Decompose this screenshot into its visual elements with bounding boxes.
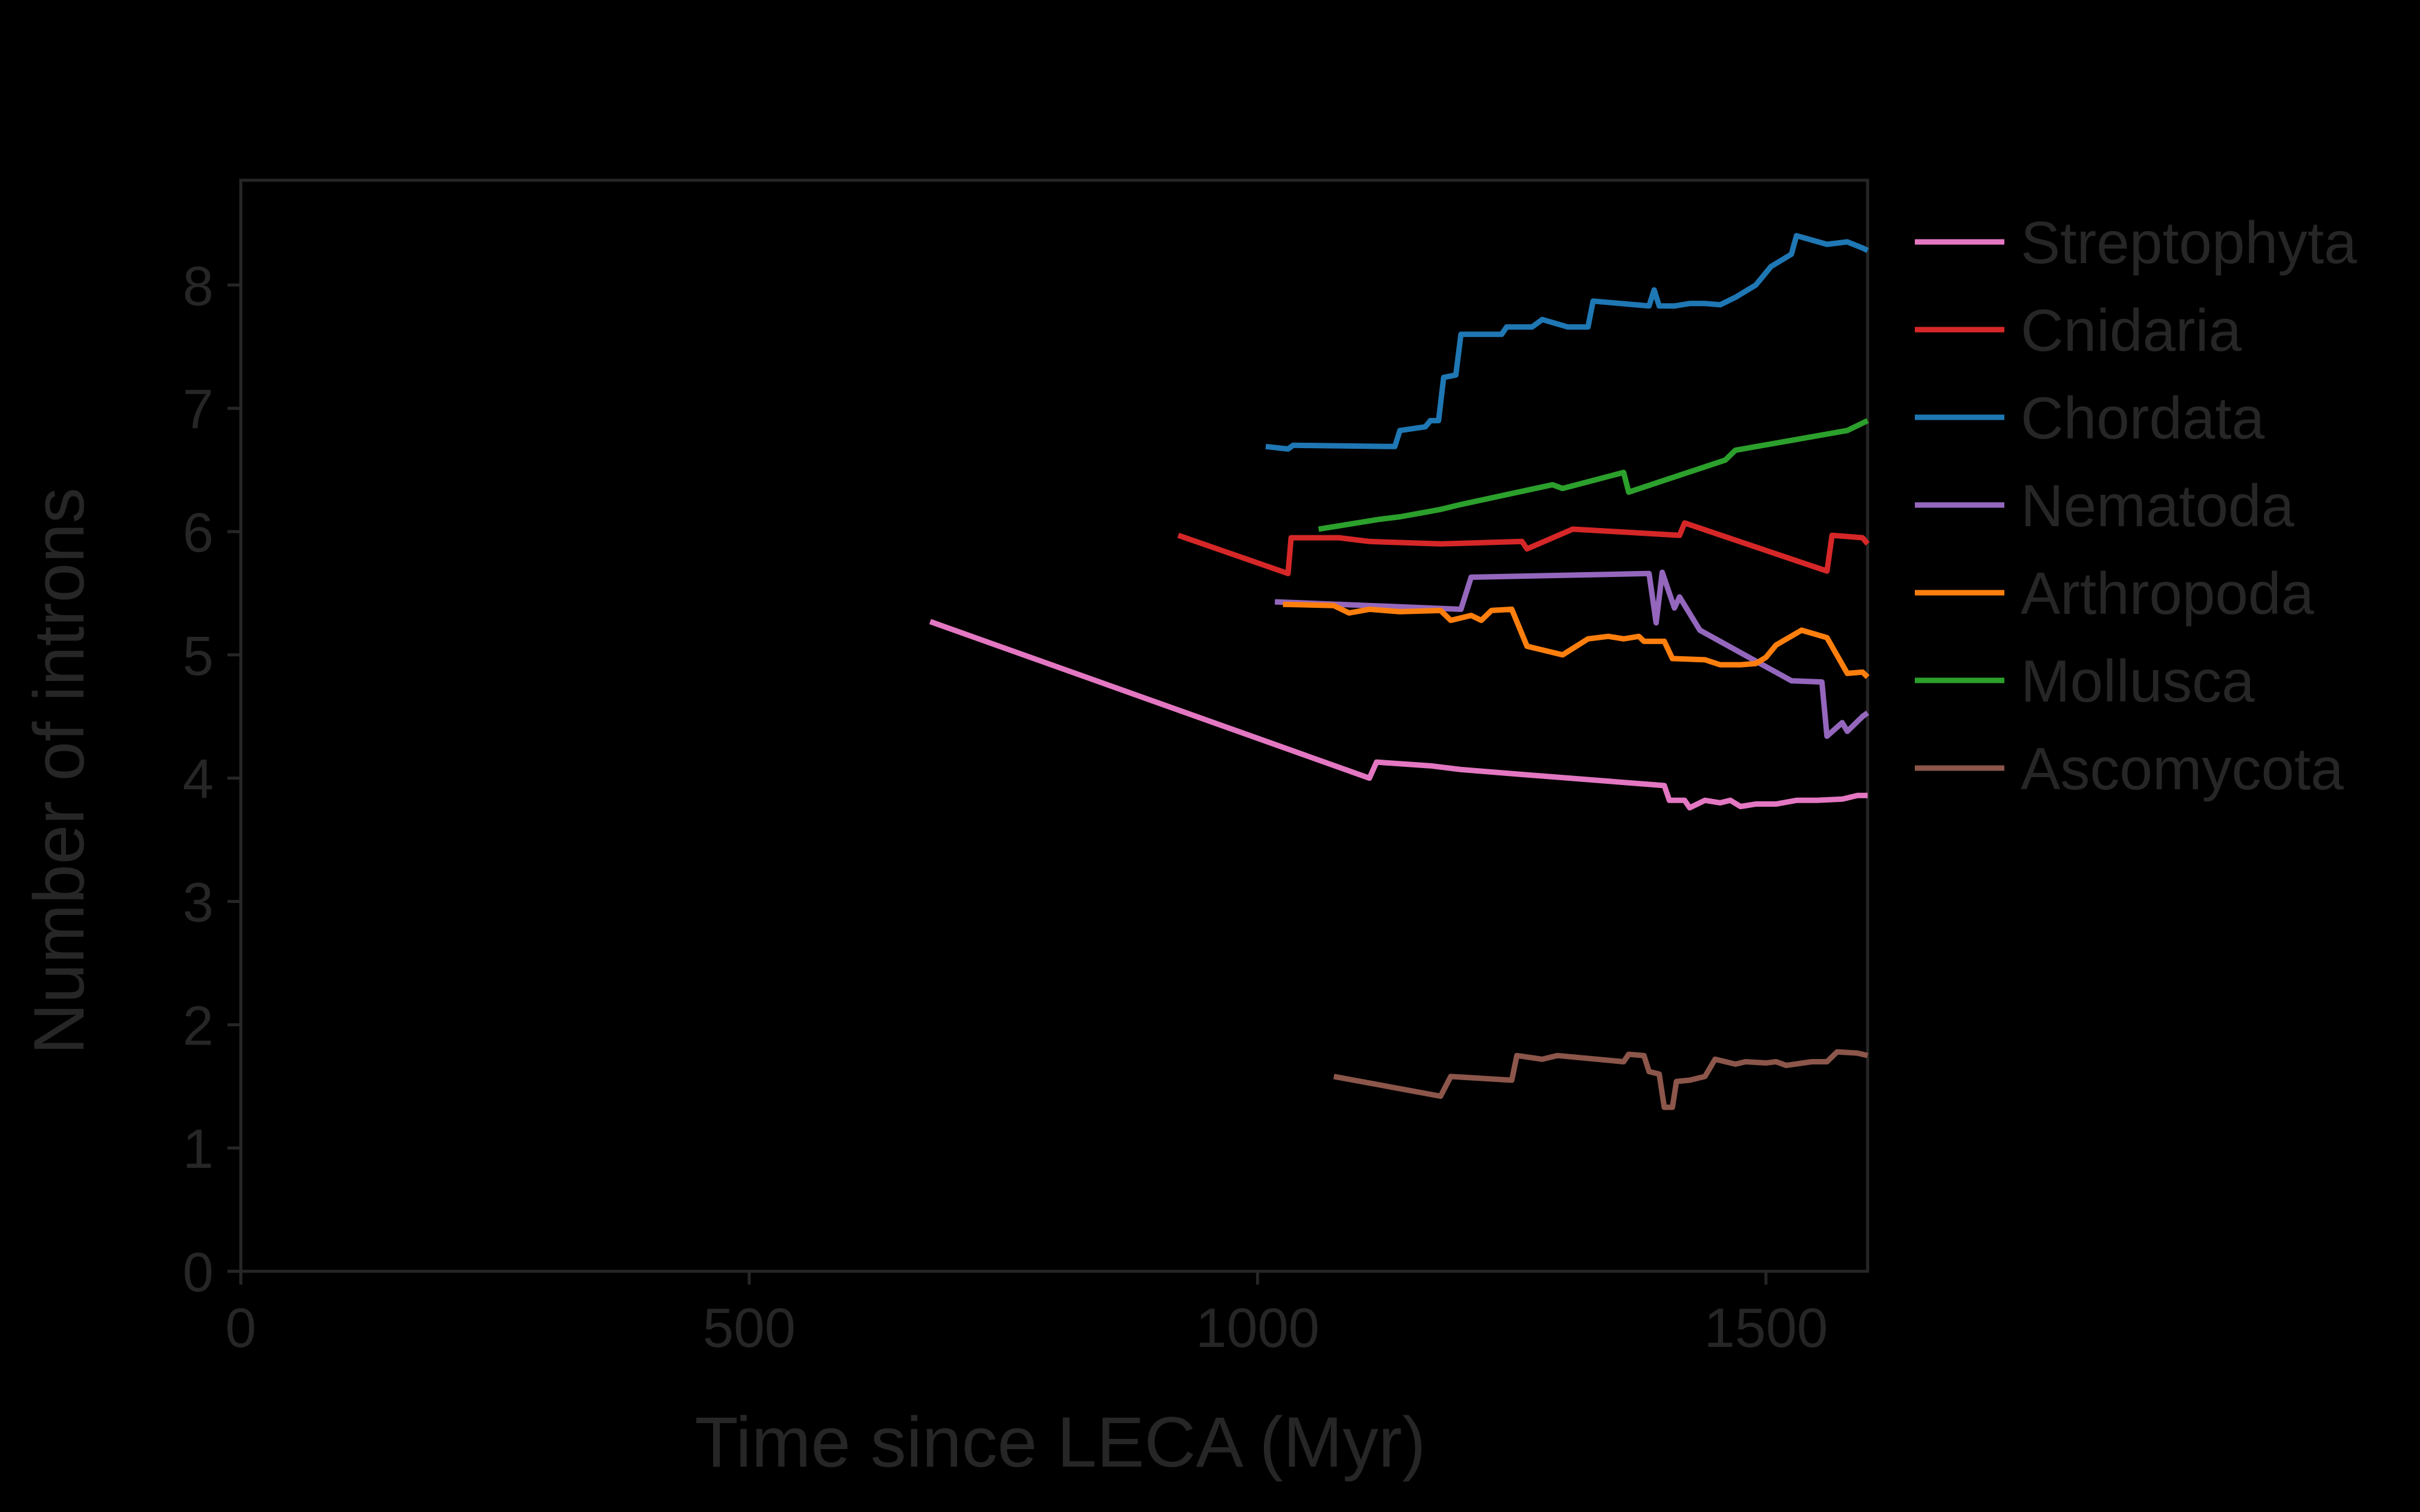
x-tick-label: 500 — [703, 1297, 796, 1359]
y-tick-label: 1 — [183, 1118, 214, 1180]
x-tick-label: 1000 — [1195, 1297, 1320, 1359]
y-axis-title: Number of introns — [19, 487, 99, 1055]
x-tick-label: 1500 — [1704, 1297, 1828, 1359]
y-tick-label: 4 — [183, 749, 214, 810]
legend-label-arthropoda: Arthropoda — [2021, 560, 2314, 627]
legend: Streptophyta Cnidaria Chordata Nematoda Arth… — [1915, 209, 2357, 802]
series-line-chordata — [1265, 233, 1869, 452]
plot-frame — [239, 178, 1869, 1273]
series-line-ascomycota — [1333, 1049, 1869, 1110]
series-line-nematoda — [1275, 569, 1869, 739]
y-tick-label: 6 — [183, 502, 214, 564]
series-layer — [929, 233, 1870, 1110]
legend-label-cnidaria: Cnidaria — [2021, 297, 2242, 363]
y-tick-label: 5 — [183, 625, 214, 687]
x-axis-title: Time since LECA (Myr) — [695, 1403, 1426, 1482]
y-axis: 0 1 2 3 4 5 6 7 8 — [183, 255, 241, 1303]
x-axis: 0 500 1000 1500 — [225, 1271, 1828, 1359]
y-tick-label: 3 — [183, 872, 214, 933]
series-line-mollusca — [1318, 418, 1869, 532]
legend-label-chordata: Chordata — [2021, 385, 2265, 451]
series-line-cnidaria — [1177, 520, 1870, 576]
plot-area — [239, 178, 1870, 1273]
y-tick-label: 8 — [183, 255, 214, 317]
legend-label-mollusca: Mollusca — [2021, 648, 2255, 714]
x-tick-label: 0 — [225, 1297, 256, 1359]
y-tick-label: 0 — [183, 1242, 214, 1303]
series-line-streptophyta — [929, 619, 1868, 811]
y-tick-label: 7 — [183, 379, 214, 440]
legend-label-ascomycota: Ascomycota — [2021, 735, 2344, 802]
legend-label-streptophyta: Streptophyta — [2021, 209, 2357, 276]
series-line-arthropoda — [1283, 601, 1870, 679]
y-tick-label: 2 — [183, 995, 214, 1057]
legend-label-nematoda: Nematoda — [2021, 472, 2295, 539]
